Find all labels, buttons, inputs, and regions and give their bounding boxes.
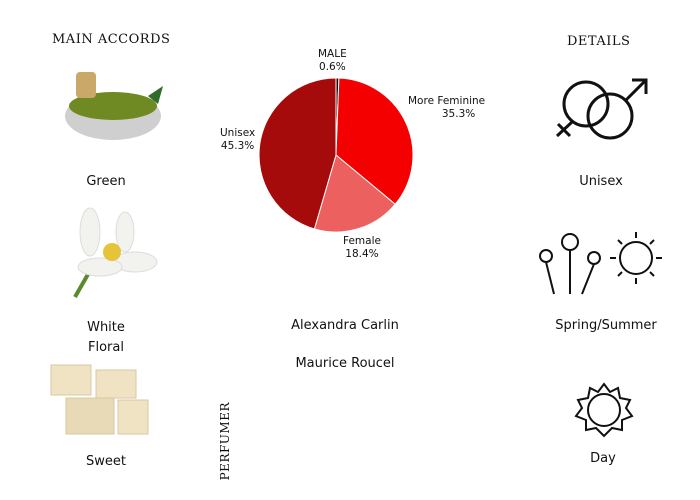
green-accord-image (65, 72, 163, 140)
pie-slice-more-feminine (335, 77, 414, 205)
pie-label-unisex: Unisex 45.3% (220, 127, 256, 152)
pie-label-female: Female 18.4% (343, 235, 381, 260)
perfumer-name[interactable]: Maurice Roucel (295, 356, 395, 371)
pie-label-male: MALE 0.6% (318, 48, 347, 73)
main-accords-title: MAIN ACCORDS (52, 32, 171, 47)
unisex-gender-icon (555, 78, 648, 140)
gender-pie-chart (258, 77, 414, 233)
white-floral-accord-image (73, 207, 158, 298)
sweet-accord-image (50, 364, 149, 435)
accord-label-green: Green (86, 174, 126, 189)
spring-summer-icon (539, 232, 662, 295)
accord-label-white-floral: White Floral (87, 320, 125, 355)
pie-slice-female (313, 154, 396, 233)
gender-label: Unisex (579, 174, 623, 189)
pie-label-more-feminine: More Feminine 35.3% (408, 95, 486, 120)
perfumer-title: PERFUMER (218, 402, 232, 481)
time-label: Day (590, 451, 616, 466)
season-label: Spring/Summer (555, 318, 657, 333)
details-title: DETAILS (567, 34, 631, 49)
accord-label-sweet: Sweet (86, 454, 126, 469)
perfumer-name[interactable]: Alexandra Carlin (291, 318, 399, 333)
day-sun-icon (574, 382, 634, 438)
pie-slice-unisex (258, 77, 337, 230)
